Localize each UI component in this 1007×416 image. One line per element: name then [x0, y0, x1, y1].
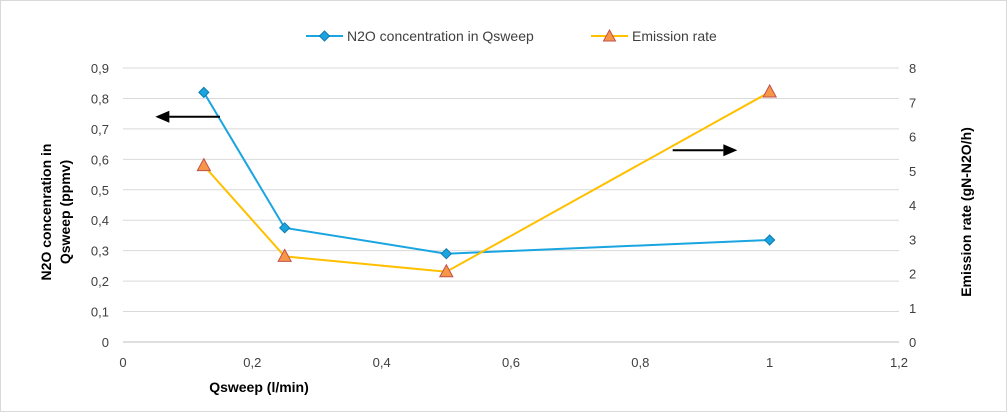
- x-axis-title: Qsweep (l/min): [209, 379, 309, 395]
- x-tick-label: 0,8: [631, 355, 649, 370]
- legend: N2O concentration in Qsweep Emission rat…: [306, 28, 717, 44]
- y-left-axis-title-line2: Qsweep (ppmv): [57, 160, 73, 264]
- arrow-right-icon: [723, 144, 738, 157]
- series: [196, 83, 778, 278]
- y-right-tick-label: 8: [909, 61, 916, 76]
- arrow-left-icon: [155, 110, 170, 123]
- data-point-emission: [438, 263, 454, 278]
- x-tick-label: 0,6: [502, 355, 520, 370]
- y-left-tick-label: 0,6: [91, 152, 109, 167]
- y-right-axis-title: Emission rate (gN-N2O/h): [958, 127, 974, 297]
- legend-label-emission: Emission rate: [632, 28, 717, 44]
- legend-triangle-marker-icon: [602, 28, 617, 42]
- data-point-n2o: [198, 86, 210, 99]
- y-right-tick-label: 3: [909, 232, 916, 247]
- annotations: [155, 110, 738, 157]
- y-right-tick-label: 7: [909, 95, 916, 110]
- data-point-emission: [196, 157, 212, 172]
- x-tick-label: 0: [119, 355, 126, 370]
- y-right-tick-label: 1: [909, 301, 916, 316]
- data-point-n2o: [278, 222, 291, 234]
- legend-diamond-marker-icon: [318, 30, 331, 42]
- data-point-n2o: [763, 234, 776, 246]
- axes: 0 0,1 0,2 0,3 0,4 0,5 0,6 0,7 0,8 0,9 0 1 2 3 4 5 6 7 8 0 0,…: [91, 61, 916, 370]
- legend-item-emission: Emission rate: [591, 28, 717, 44]
- y-left-axis-title-line1: N2O concenration in: [38, 144, 54, 281]
- x-tick-label: 0,2: [243, 355, 261, 370]
- y-right-tick-label: 5: [909, 164, 916, 179]
- series-line-emission: [203, 91, 771, 273]
- y-left-tick-label: 0: [102, 335, 109, 350]
- y-left-tick-label: 0,1: [91, 305, 109, 320]
- y-right-tick-label: 0: [909, 335, 916, 350]
- y-left-tick-label: 0,7: [91, 122, 109, 137]
- y-left-tick-label: 0,9: [91, 61, 109, 76]
- y-right-tick-label: 2: [909, 267, 916, 282]
- y-right-tick-label: 4: [909, 198, 916, 213]
- x-tick-label: 0,4: [373, 355, 391, 370]
- data-point-emission: [762, 83, 778, 98]
- y-left-axis-title: N2O concenration in Qsweep (ppmv): [38, 144, 73, 281]
- legend-item-n2o: N2O concentration in Qsweep: [306, 28, 534, 44]
- y-left-tick-label: 0,4: [91, 213, 109, 228]
- y-left-tick-label: 0,3: [91, 244, 109, 259]
- x-tick-label: 1: [766, 355, 773, 370]
- y-right-tick-label: 6: [909, 130, 916, 145]
- gridlines: [123, 67, 899, 343]
- series-line-n2o: [202, 91, 770, 255]
- y-left-tick-label: 0,5: [91, 183, 109, 198]
- data-point-emission: [277, 248, 293, 262]
- data-point-n2o: [440, 248, 453, 260]
- x-tick-label: 1,2: [890, 355, 908, 370]
- y-left-tick-label: 0,8: [91, 91, 109, 106]
- legend-label-n2o: N2O concentration in Qsweep: [347, 28, 534, 44]
- y-left-tick-label: 0,2: [91, 274, 109, 289]
